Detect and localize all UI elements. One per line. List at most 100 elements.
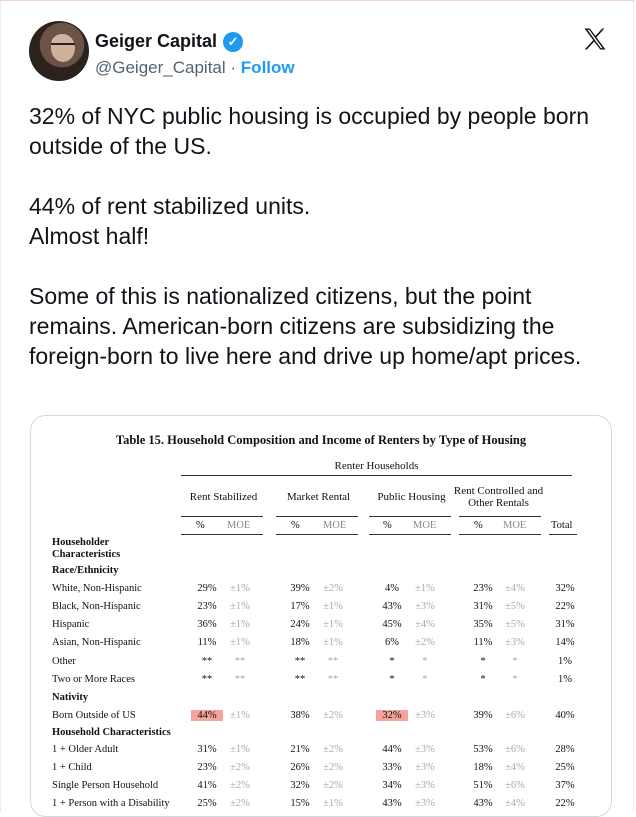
sub-rule (459, 534, 541, 535)
table-cell: ±3% (415, 744, 435, 755)
follow-button[interactable]: Follow (240, 58, 295, 77)
table-cell: ±4% (505, 583, 525, 594)
row-label: 1 + Older Adult (52, 744, 119, 755)
table-cell: 53% (473, 744, 493, 755)
table-cell: 11% (473, 637, 493, 648)
tweet-header: Geiger Capital ✓ @Geiger_Capital · Follo… (29, 21, 619, 85)
table-cell: ** (327, 656, 339, 667)
group-rule (369, 516, 451, 517)
row-label: Other (52, 656, 76, 667)
table-cell: ±1% (230, 744, 250, 755)
table-cell: ±3% (415, 798, 435, 809)
table-cell: * (512, 674, 518, 685)
table-cell: ±5% (505, 619, 525, 630)
table-cell: 29% (197, 583, 217, 594)
table-cell: ±2% (230, 762, 250, 773)
table-cell: ±2% (323, 744, 343, 755)
table-cell: ±3% (415, 762, 435, 773)
author-handle-row: @Geiger_Capital · Follow (95, 58, 295, 78)
row-label: White, Non-Hispanic (52, 583, 142, 594)
table-cell: 51% (473, 780, 493, 791)
verified-badge-icon[interactable]: ✓ (223, 31, 244, 52)
table-cell: 28% (555, 744, 575, 755)
sub-moe: MOE (413, 520, 437, 531)
table-cell: ±3% (415, 710, 435, 721)
table-cell: 39% (290, 583, 310, 594)
table-cell: ** (201, 674, 213, 685)
table-cell: * (389, 656, 395, 667)
table-cell: ±2% (230, 798, 250, 809)
author-handle[interactable]: @Geiger_Capital (95, 58, 226, 77)
table-cell: 43% (382, 798, 402, 809)
table-cell: 23% (197, 601, 217, 612)
table-cell: ±2% (323, 762, 343, 773)
sub-moe: MOE (503, 520, 527, 531)
sub-moe: MOE (227, 520, 251, 531)
table-cell: ±1% (230, 710, 250, 721)
table-cell: ±2% (415, 637, 435, 648)
table-cell: 43% (382, 601, 402, 612)
sub-rule (549, 534, 577, 535)
table-cell: * (389, 674, 395, 685)
table-cell: 15% (290, 798, 310, 809)
table-cell: ±1% (323, 601, 343, 612)
section-householder: Householder Characteristics (52, 537, 121, 560)
author-name-row: Geiger Capital ✓ (95, 31, 244, 52)
table-cell: 1% (558, 674, 572, 685)
table-cell: * (480, 674, 486, 685)
table-cell: 1% (558, 656, 572, 667)
table-cell: ±2% (323, 710, 343, 721)
table-cell: ±6% (505, 710, 525, 721)
table-cell: ±6% (505, 780, 525, 791)
table-cell: * (422, 674, 428, 685)
table-cell: 34% (382, 780, 402, 791)
table-cell: ±1% (230, 601, 250, 612)
table-cell: 31% (197, 744, 217, 755)
tweet-media-image[interactable]: Table 15. Household Composition and Inco… (30, 415, 612, 817)
table-cell: 23% (473, 583, 493, 594)
renter-header-rule (181, 475, 572, 476)
section-household: Household Characteristics (52, 727, 171, 738)
table-cell: ** (234, 656, 246, 667)
table-cell: 43% (473, 798, 493, 809)
table-cell: ±1% (230, 583, 250, 594)
table-cell: 18% (473, 762, 493, 773)
table-cell: 22% (555, 798, 575, 809)
table-cell: 31% (473, 601, 493, 612)
row-label: Single Person Household (52, 780, 159, 791)
author-name[interactable]: Geiger Capital (95, 31, 218, 51)
table-cell: 32% (555, 583, 575, 594)
table-cell: 23% (197, 762, 217, 773)
sub-pct: % (291, 520, 300, 531)
table-cell: 25% (555, 762, 575, 773)
group-rule (276, 516, 358, 517)
sub-pct: % (474, 520, 483, 531)
sub-pct: % (383, 520, 392, 531)
col-rent-controlled: Rent Controlled and Other Rentals (453, 485, 544, 509)
table-cell: 14% (555, 637, 575, 648)
sub-pct: % (196, 520, 205, 531)
table-cell: 35% (473, 619, 493, 630)
avatar[interactable] (29, 21, 89, 81)
table-cell: ±3% (415, 601, 435, 612)
table-cell: 33% (382, 762, 402, 773)
sub-rule (369, 534, 451, 535)
section-nativity: Nativity (52, 692, 89, 703)
col-rent-stabilized: Rent Stabilized (189, 491, 258, 503)
table-cell: 17% (290, 601, 310, 612)
table-cell: ** (327, 674, 339, 685)
x-logo-icon[interactable] (581, 25, 609, 53)
row-label: Born Outside of US (52, 710, 136, 721)
sub-rule (181, 534, 263, 535)
sub-rule (276, 534, 358, 535)
table-cell: 41% (197, 780, 217, 791)
table-cell: 22% (555, 601, 575, 612)
table-cell: ±1% (230, 619, 250, 630)
table-cell: 39% (473, 710, 493, 721)
table-cell: ±3% (505, 637, 525, 648)
table-cell: 18% (290, 637, 310, 648)
housing-table: Table 15. Household Composition and Inco… (31, 416, 611, 816)
table-cell: 45% (382, 619, 402, 630)
group-rule (459, 516, 541, 517)
renter-households-header: Renter Households (334, 460, 419, 472)
